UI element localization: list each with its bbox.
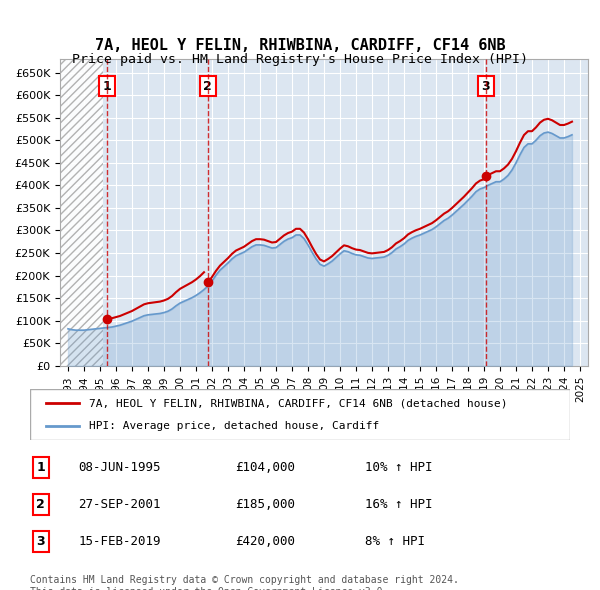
- Text: 8% ↑ HPI: 8% ↑ HPI: [365, 535, 425, 548]
- FancyBboxPatch shape: [30, 389, 570, 440]
- Text: 16% ↑ HPI: 16% ↑ HPI: [365, 498, 432, 511]
- Text: 27-SEP-2001: 27-SEP-2001: [79, 498, 161, 511]
- Text: 1: 1: [103, 80, 112, 93]
- Bar: [60, 59, 103, 366]
- Text: 08-JUN-1995: 08-JUN-1995: [79, 461, 161, 474]
- Text: 2: 2: [203, 80, 212, 93]
- Text: 1: 1: [37, 461, 45, 474]
- Text: 2: 2: [37, 498, 45, 511]
- Text: 7A, HEOL Y FELIN, RHIWBINA, CARDIFF, CF14 6NB: 7A, HEOL Y FELIN, RHIWBINA, CARDIFF, CF1…: [95, 38, 505, 53]
- Text: HPI: Average price, detached house, Cardiff: HPI: Average price, detached house, Card…: [89, 421, 380, 431]
- Text: £104,000: £104,000: [235, 461, 295, 474]
- Text: £185,000: £185,000: [235, 498, 295, 511]
- Text: 3: 3: [37, 535, 45, 548]
- Text: 3: 3: [482, 80, 490, 93]
- Text: Price paid vs. HM Land Registry's House Price Index (HPI): Price paid vs. HM Land Registry's House …: [72, 53, 528, 66]
- Text: 7A, HEOL Y FELIN, RHIWBINA, CARDIFF, CF14 6NB (detached house): 7A, HEOL Y FELIN, RHIWBINA, CARDIFF, CF1…: [89, 398, 508, 408]
- Text: Contains HM Land Registry data © Crown copyright and database right 2024.
This d: Contains HM Land Registry data © Crown c…: [30, 575, 459, 590]
- Text: 15-FEB-2019: 15-FEB-2019: [79, 535, 161, 548]
- Text: £420,000: £420,000: [235, 535, 295, 548]
- Text: 10% ↑ HPI: 10% ↑ HPI: [365, 461, 432, 474]
